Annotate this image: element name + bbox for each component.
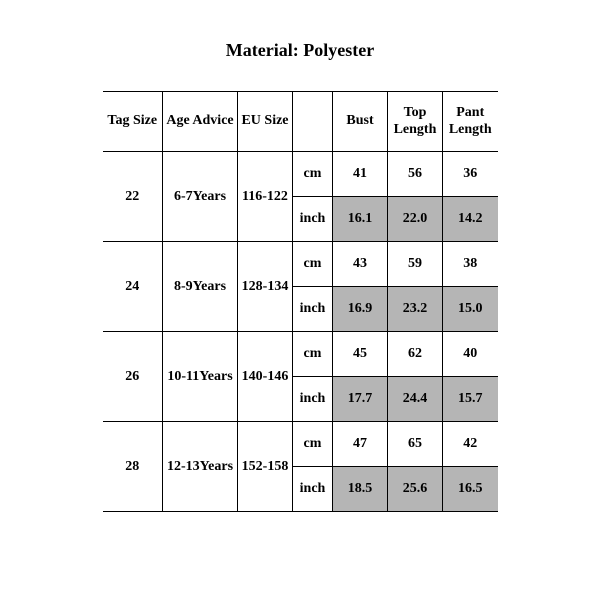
cell-age-advice: 10-11Years (163, 332, 238, 422)
cell-top_length-inch: 23.2 (388, 287, 443, 332)
cell-eu-size: 116-122 (238, 152, 293, 242)
cell-unit-cm: cm (293, 242, 333, 287)
col-header-eu-size: EU Size (238, 92, 293, 152)
cell-tag-size: 24 (103, 242, 163, 332)
cell-tag-size: 22 (103, 152, 163, 242)
cell-age-advice: 8-9Years (163, 242, 238, 332)
cell-pant_length-inch: 15.7 (443, 377, 498, 422)
col-header-top-length: TopLength (388, 92, 443, 152)
cell-pant_length-cm: 42 (443, 422, 498, 467)
cell-tag-size: 28 (103, 422, 163, 512)
col-header-pant-length: PantLength (443, 92, 498, 152)
table-row: 2812-13Years152-158cm476542 (103, 422, 498, 467)
col-header-bust: Bust (333, 92, 388, 152)
header-row: Tag Size Age Advice EU Size Bust TopLeng… (103, 92, 498, 152)
cell-eu-size: 152-158 (238, 422, 293, 512)
cell-eu-size: 140-146 (238, 332, 293, 422)
cell-pant_length-inch: 15.0 (443, 287, 498, 332)
cell-unit-cm: cm (293, 332, 333, 377)
cell-tag-size: 26 (103, 332, 163, 422)
size-chart-table: Tag Size Age Advice EU Size Bust TopLeng… (103, 91, 498, 512)
page-title: Material: Polyester (0, 0, 600, 91)
table-body: 226-7Years116-122cm415636inch16.122.014.… (103, 152, 498, 512)
col-header-unit (293, 92, 333, 152)
cell-pant_length-cm: 36 (443, 152, 498, 197)
cell-age-advice: 12-13Years (163, 422, 238, 512)
cell-top_length-cm: 56 (388, 152, 443, 197)
cell-unit-inch: inch (293, 287, 333, 332)
cell-unit-cm: cm (293, 422, 333, 467)
cell-pant_length-inch: 14.2 (443, 197, 498, 242)
cell-pant_length-cm: 40 (443, 332, 498, 377)
col-header-age-advice: Age Advice (163, 92, 238, 152)
table-row: 248-9Years128-134cm435938 (103, 242, 498, 287)
cell-pant_length-inch: 16.5 (443, 467, 498, 512)
table-row: 226-7Years116-122cm415636 (103, 152, 498, 197)
cell-bust-inch: 16.9 (333, 287, 388, 332)
cell-top_length-cm: 65 (388, 422, 443, 467)
cell-top_length-inch: 25.6 (388, 467, 443, 512)
cell-bust-cm: 43 (333, 242, 388, 287)
cell-unit-cm: cm (293, 152, 333, 197)
cell-unit-inch: inch (293, 197, 333, 242)
cell-bust-cm: 45 (333, 332, 388, 377)
cell-bust-inch: 18.5 (333, 467, 388, 512)
cell-top_length-inch: 22.0 (388, 197, 443, 242)
cell-bust-inch: 17.7 (333, 377, 388, 422)
cell-pant_length-cm: 38 (443, 242, 498, 287)
table-row: 2610-11Years140-146cm456240 (103, 332, 498, 377)
col-header-tag-size: Tag Size (103, 92, 163, 152)
cell-top_length-cm: 59 (388, 242, 443, 287)
cell-age-advice: 6-7Years (163, 152, 238, 242)
cell-bust-cm: 41 (333, 152, 388, 197)
cell-bust-inch: 16.1 (333, 197, 388, 242)
cell-top_length-inch: 24.4 (388, 377, 443, 422)
cell-bust-cm: 47 (333, 422, 388, 467)
cell-eu-size: 128-134 (238, 242, 293, 332)
cell-top_length-cm: 62 (388, 332, 443, 377)
cell-unit-inch: inch (293, 377, 333, 422)
cell-unit-inch: inch (293, 467, 333, 512)
